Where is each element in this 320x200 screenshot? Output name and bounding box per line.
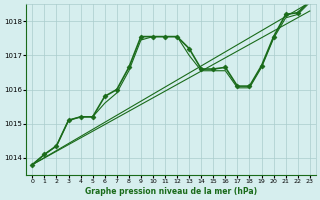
X-axis label: Graphe pression niveau de la mer (hPa): Graphe pression niveau de la mer (hPa) <box>85 187 257 196</box>
